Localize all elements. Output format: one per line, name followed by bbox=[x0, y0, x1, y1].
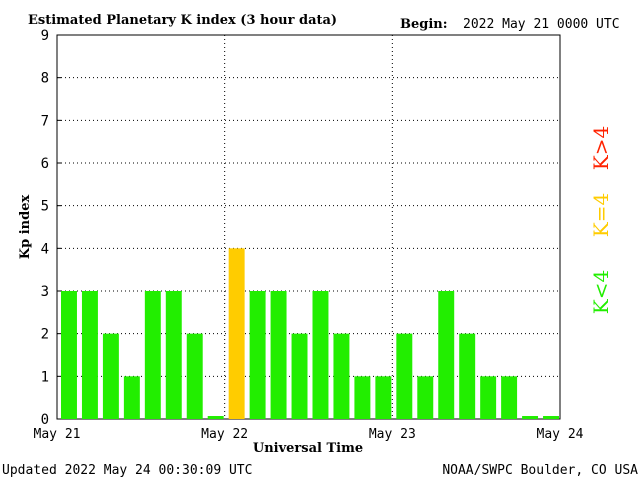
chart-title: Estimated Planetary K index (3 hour data… bbox=[28, 13, 337, 28]
kp-bar bbox=[123, 376, 140, 419]
plot-frame bbox=[56, 34, 561, 420]
kp-bar bbox=[417, 376, 434, 419]
kp-bar bbox=[165, 291, 182, 419]
bars-group bbox=[61, 248, 559, 419]
kp-bar bbox=[333, 333, 350, 419]
x-tick-label: May 22 bbox=[201, 427, 248, 442]
grid-lines bbox=[57, 35, 560, 419]
kp-bar bbox=[291, 333, 308, 419]
begin-value: 2022 May 21 0000 UTC bbox=[463, 17, 620, 32]
y-tick-label: 3 bbox=[41, 284, 49, 300]
kp-bar bbox=[81, 291, 98, 419]
legend-equal: K=4 bbox=[589, 193, 613, 237]
kp-bar bbox=[270, 291, 287, 419]
y-tick-label: 7 bbox=[41, 113, 49, 129]
x-tick-label: May 24 bbox=[537, 427, 584, 442]
kp-bar bbox=[144, 291, 161, 419]
y-ticks: 0 1 2 3 4 5 6 7 8 9 bbox=[41, 28, 61, 428]
kp-bar bbox=[375, 376, 392, 419]
kp-bar bbox=[102, 333, 119, 419]
kp-bar bbox=[396, 333, 413, 419]
kp-bar bbox=[522, 416, 539, 419]
y-tick-label: 8 bbox=[41, 71, 49, 87]
x-tick-label: May 23 bbox=[369, 427, 416, 442]
y-tick-label: 0 bbox=[41, 412, 49, 428]
y-tick-label: 6 bbox=[41, 156, 49, 172]
x-axis-label: Universal Time bbox=[253, 441, 363, 456]
kp-bar bbox=[354, 376, 371, 419]
kp-bar bbox=[228, 248, 245, 419]
kp-bar bbox=[249, 291, 266, 419]
kp-bar bbox=[480, 376, 497, 419]
x-ticks: May 21 May 22 May 23 May 24 bbox=[34, 427, 584, 442]
source-credit: NOAA/SWPC Boulder, CO USA bbox=[442, 463, 638, 478]
kp-bar bbox=[438, 291, 455, 419]
kp-bar bbox=[543, 416, 559, 419]
y-axis-label: Kp index bbox=[18, 195, 33, 260]
y-tick-label: 5 bbox=[41, 199, 49, 215]
y-tick-label: 9 bbox=[41, 28, 49, 44]
legend-high: K>4 bbox=[589, 126, 613, 170]
kp-bar bbox=[312, 291, 329, 419]
legend-low: K<4 bbox=[589, 270, 613, 314]
kp-bar bbox=[186, 333, 203, 419]
y-tick-label: 4 bbox=[41, 241, 49, 257]
y-tick-label: 2 bbox=[41, 327, 49, 343]
kp-bar bbox=[207, 416, 224, 419]
x-tick-label: May 21 bbox=[34, 427, 81, 442]
kp-bar bbox=[501, 376, 518, 419]
kp-bar bbox=[459, 333, 476, 419]
y-tick-label: 1 bbox=[41, 369, 49, 385]
updated-timestamp: Updated 2022 May 24 00:30:09 UTC bbox=[2, 463, 252, 478]
kp-bar bbox=[61, 291, 77, 419]
begin-label: Begin: bbox=[400, 17, 448, 32]
